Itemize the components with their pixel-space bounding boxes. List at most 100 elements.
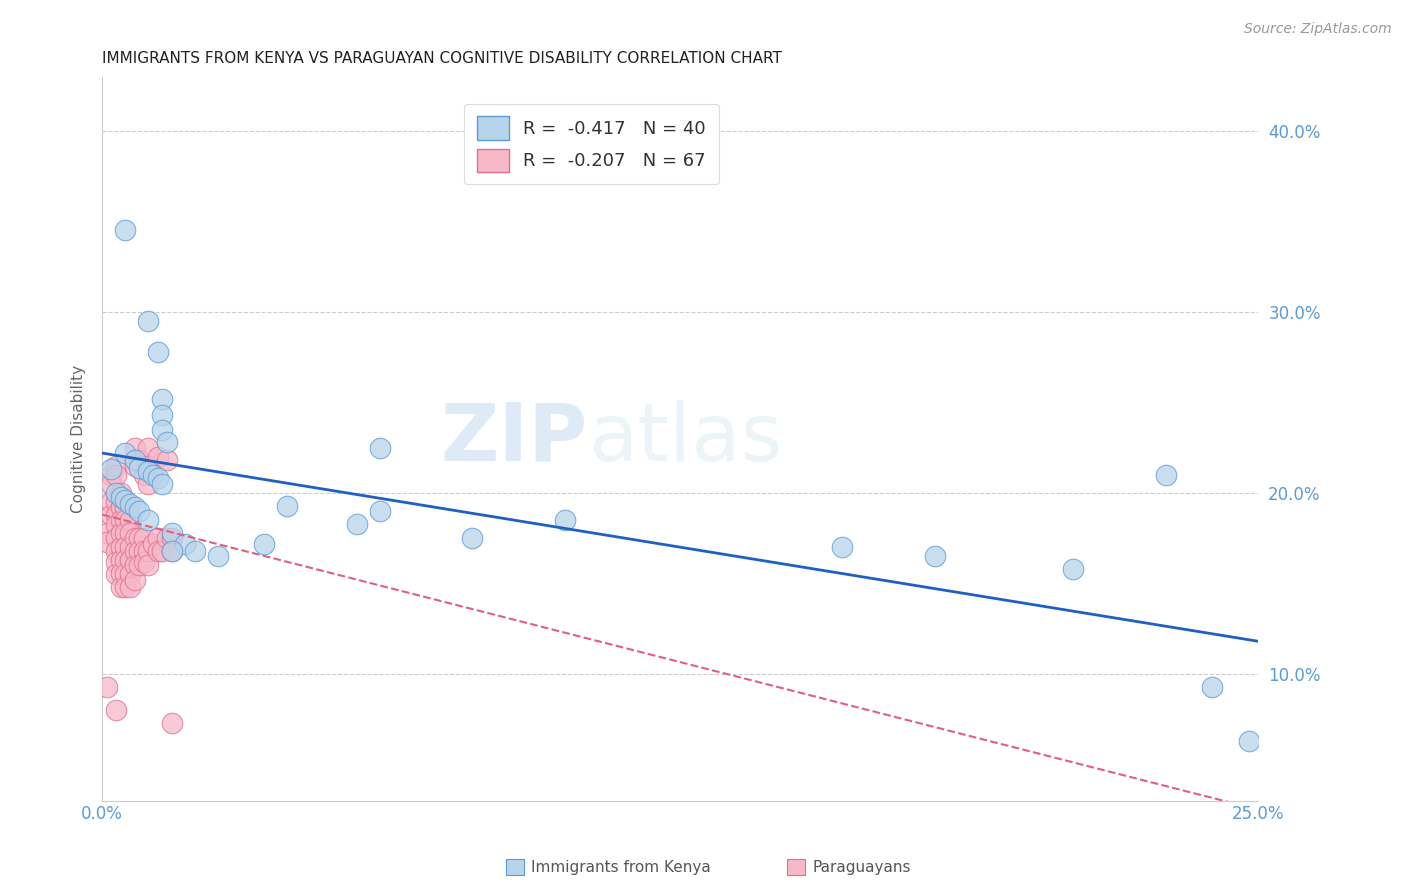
Point — [124, 558, 146, 573]
Point — [118, 553, 141, 567]
Point — [105, 486, 128, 500]
Point — [128, 558, 150, 573]
Point — [110, 566, 132, 580]
Point — [124, 458, 146, 473]
Point — [554, 513, 576, 527]
Point — [124, 453, 146, 467]
Point — [105, 458, 128, 473]
Y-axis label: Cognitive Disability: Cognitive Disability — [72, 365, 86, 513]
Point — [114, 493, 136, 508]
Point — [110, 500, 132, 515]
Point — [114, 553, 136, 567]
Point — [110, 540, 132, 554]
Point — [105, 467, 128, 482]
Point — [110, 525, 132, 540]
Point — [124, 500, 146, 515]
Point — [160, 531, 183, 545]
Point — [132, 544, 155, 558]
FancyBboxPatch shape — [787, 859, 806, 875]
Point — [160, 525, 183, 540]
Point — [114, 525, 136, 540]
Point — [96, 534, 118, 549]
Point — [114, 446, 136, 460]
Point — [146, 450, 169, 464]
Point — [138, 476, 160, 491]
Point — [207, 549, 229, 564]
Point — [128, 531, 150, 545]
Point — [160, 544, 183, 558]
Point — [110, 580, 132, 594]
Point — [96, 525, 118, 540]
Point — [138, 441, 160, 455]
Point — [118, 497, 141, 511]
Point — [114, 513, 136, 527]
Point — [132, 555, 155, 569]
Point — [150, 392, 173, 406]
Text: Immigrants from Kenya: Immigrants from Kenya — [531, 860, 710, 874]
Point — [346, 516, 368, 531]
Point — [831, 540, 853, 554]
Point — [142, 467, 165, 482]
Point — [156, 531, 179, 545]
Point — [138, 513, 160, 527]
Point — [105, 495, 128, 509]
Point — [1062, 562, 1084, 576]
Point — [174, 536, 197, 550]
Point — [368, 441, 391, 455]
Point — [146, 471, 169, 485]
Legend: R =  -0.417   N = 40, R =  -0.207   N = 67: R = -0.417 N = 40, R = -0.207 N = 67 — [464, 103, 718, 185]
Point — [105, 555, 128, 569]
Point — [96, 680, 118, 694]
Point — [105, 531, 128, 545]
Point — [132, 467, 155, 482]
Point — [100, 508, 122, 522]
Point — [150, 476, 173, 491]
Point — [128, 544, 150, 558]
Point — [146, 344, 169, 359]
Point — [1154, 467, 1177, 482]
Point — [110, 490, 132, 504]
Point — [124, 531, 146, 545]
Point — [100, 476, 122, 491]
Point — [105, 544, 128, 558]
Point — [150, 544, 173, 558]
Point — [100, 495, 122, 509]
Point — [105, 518, 128, 533]
Point — [1237, 734, 1260, 748]
Point — [118, 540, 141, 554]
Point — [110, 513, 132, 527]
Point — [110, 553, 132, 567]
Point — [150, 408, 173, 422]
Point — [156, 435, 179, 450]
FancyBboxPatch shape — [506, 859, 524, 875]
Point — [114, 223, 136, 237]
Text: Source: ZipAtlas.com: Source: ZipAtlas.com — [1244, 22, 1392, 37]
Point — [128, 453, 150, 467]
Point — [114, 540, 136, 554]
Point — [183, 544, 205, 558]
Point — [368, 504, 391, 518]
Point — [276, 499, 298, 513]
Point — [100, 467, 122, 482]
Point — [114, 580, 136, 594]
Point — [128, 504, 150, 518]
Point — [150, 423, 173, 437]
Point — [114, 567, 136, 582]
Point — [160, 544, 183, 558]
Text: ZIP: ZIP — [440, 400, 588, 477]
Text: IMMIGRANTS FROM KENYA VS PARAGUAYAN COGNITIVE DISABILITY CORRELATION CHART: IMMIGRANTS FROM KENYA VS PARAGUAYAN COGN… — [103, 51, 782, 66]
Point — [118, 567, 141, 582]
Point — [124, 573, 146, 587]
Point — [146, 531, 169, 545]
Point — [124, 441, 146, 455]
Point — [118, 513, 141, 527]
Point — [118, 580, 141, 594]
Point — [110, 486, 132, 500]
Point — [156, 453, 179, 467]
Text: Paraguayans: Paraguayans — [813, 860, 911, 874]
Point — [160, 715, 183, 730]
Point — [138, 544, 160, 558]
Point — [118, 525, 141, 540]
Point — [105, 508, 128, 522]
Point — [100, 462, 122, 476]
